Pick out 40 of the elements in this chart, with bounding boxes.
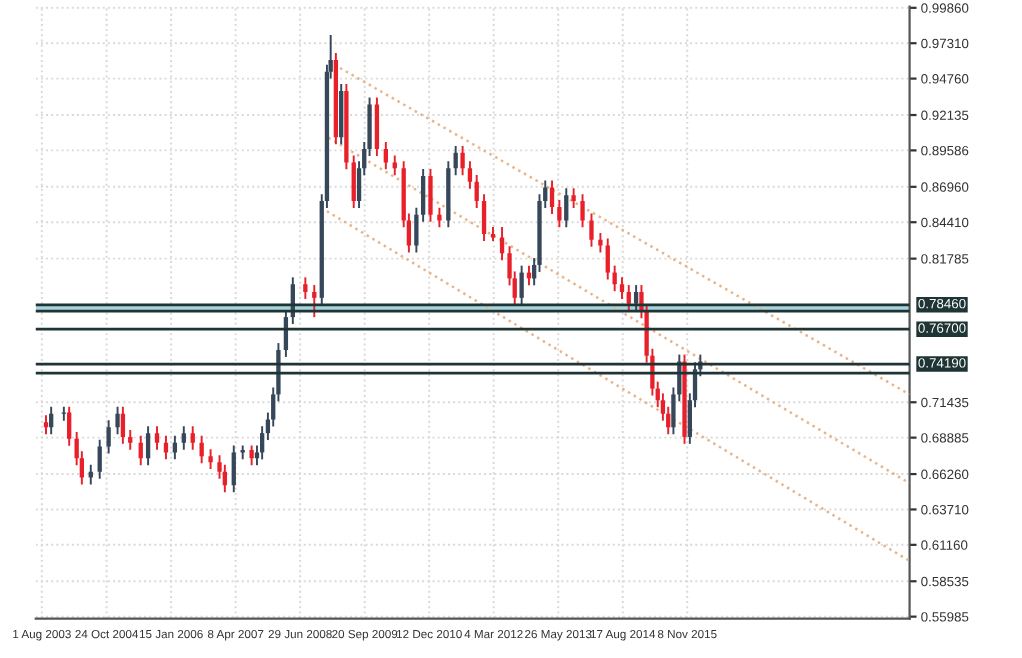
candlestick <box>339 83 344 146</box>
candlestick <box>383 141 388 171</box>
candlestick <box>571 187 576 210</box>
candlestick <box>249 444 254 467</box>
candlestick <box>392 154 397 177</box>
candlestick <box>43 414 49 436</box>
candlestick <box>138 434 143 467</box>
candlestick <box>428 168 433 223</box>
candlestick <box>145 425 151 467</box>
candlestick <box>120 405 126 445</box>
candlestick <box>374 96 380 157</box>
candlestick <box>190 425 195 451</box>
candlestick <box>67 405 72 447</box>
candlestick <box>154 425 160 451</box>
candlestick <box>605 237 610 281</box>
candlestick <box>549 179 555 215</box>
candlestick <box>312 284 317 319</box>
candlestick <box>564 187 569 229</box>
candlestick <box>557 199 562 229</box>
candlestick <box>128 428 133 451</box>
candlestick <box>598 231 603 254</box>
candlestick <box>519 264 524 306</box>
candlestick <box>453 144 458 177</box>
candlestick <box>208 448 213 471</box>
candlestick <box>181 425 186 451</box>
candlestick <box>106 419 111 455</box>
candlestick <box>460 144 465 177</box>
candlestick <box>619 276 625 300</box>
candlestick <box>467 160 473 190</box>
candlestick <box>351 154 356 210</box>
candlestick <box>437 206 442 229</box>
candlestick <box>481 193 487 242</box>
candlestick <box>580 193 585 229</box>
candlestick <box>88 463 93 486</box>
candlestick <box>589 212 594 248</box>
candlestick <box>303 276 308 300</box>
candlestick <box>97 438 102 480</box>
candlestick <box>115 405 120 436</box>
candlestick <box>474 173 479 210</box>
candlestick <box>231 444 236 494</box>
